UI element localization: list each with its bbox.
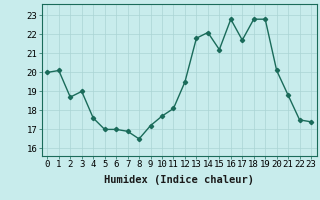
X-axis label: Humidex (Indice chaleur): Humidex (Indice chaleur) xyxy=(104,175,254,185)
